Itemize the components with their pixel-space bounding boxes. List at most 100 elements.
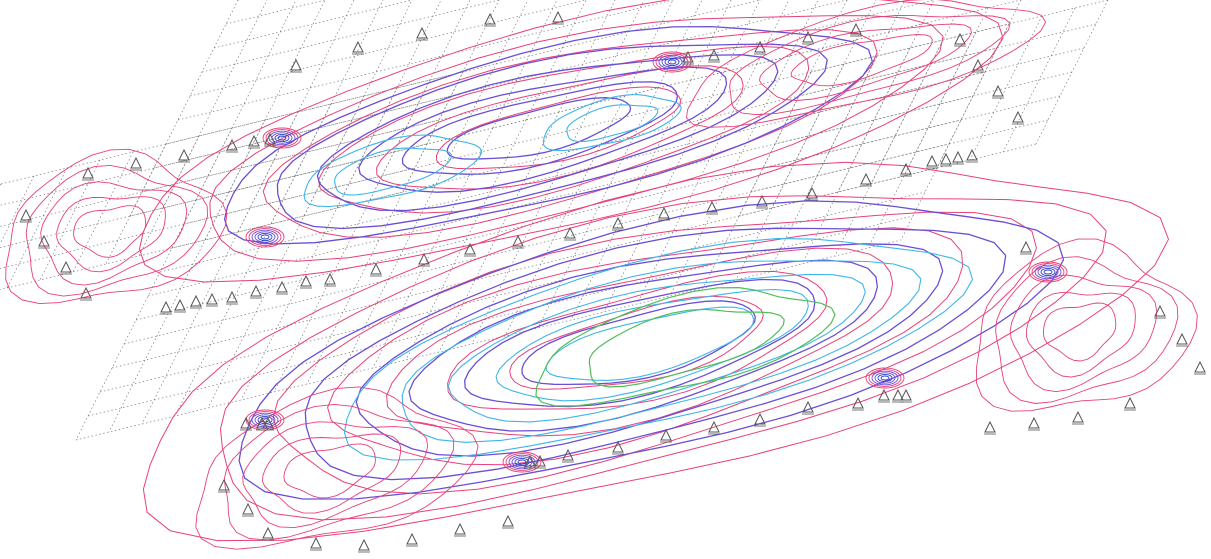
triangle-support-icon	[966, 148, 978, 161]
hotspot-column-g	[502, 451, 542, 473]
triangle-support-icon	[502, 514, 514, 527]
triangle-support-icon	[352, 40, 364, 53]
triangle-support-icon	[218, 478, 230, 491]
triangle-support-icon	[1154, 304, 1166, 317]
triangle-support-icon	[174, 298, 186, 311]
triangle-support-icon	[850, 22, 862, 35]
triangle-support-icon	[454, 522, 466, 535]
triangle-support-icon	[708, 48, 720, 61]
hotspot-column-c	[262, 127, 302, 149]
triangle-support-icon	[534, 454, 546, 467]
mesh-grid	[0, 0, 1109, 441]
triangle-support-icon	[226, 290, 238, 303]
triangle-support-icon	[130, 156, 142, 169]
triangle-support-icon	[358, 538, 370, 551]
triangle-support-icon	[160, 300, 172, 313]
triangle-support-icon	[324, 272, 336, 285]
triangle-support-icon	[708, 420, 720, 433]
triangle-support-icon	[660, 428, 672, 441]
triangle-support-icon	[80, 286, 92, 299]
triangle-support-icon	[802, 30, 814, 43]
triangle-support-icon	[612, 440, 624, 453]
triangle-support-icon	[878, 388, 890, 401]
contours-left-wing	[5, 148, 228, 305]
triangle-support-icon	[754, 40, 766, 53]
triangle-support-icon	[802, 400, 814, 413]
triangle-support-icon	[464, 242, 476, 255]
triangle-support-icon	[178, 148, 190, 161]
hotspot-column-e	[865, 367, 905, 389]
triangle-support-icon	[310, 536, 322, 549]
triangle-support-icon	[60, 260, 72, 273]
triangle-support-icon	[900, 388, 912, 401]
contours-right-wing	[975, 238, 1198, 412]
triangle-support-icon	[972, 58, 984, 71]
triangle-support-icon	[658, 206, 670, 219]
triangle-support-icon	[1072, 410, 1084, 423]
triangle-support-icon	[82, 166, 94, 179]
triangle-support-icon	[984, 420, 996, 433]
contours-upper-left-core	[303, 134, 483, 208]
triangle-support-icon	[524, 454, 536, 467]
triangle-support-icon	[416, 26, 428, 39]
contours-lower-inner	[343, 238, 974, 461]
triangle-support-icon	[418, 252, 430, 265]
contour-lines	[5, 0, 1198, 550]
hotspot-column-f	[245, 409, 285, 431]
contours-top-right	[686, 0, 1047, 128]
triangle-support-icon	[256, 416, 268, 429]
triangle-support-icon	[240, 416, 252, 429]
triangle-support-icon	[954, 32, 966, 45]
triangle-support-icon	[1194, 360, 1206, 373]
triangle-support-icon	[190, 294, 202, 307]
triangle-support-icon	[1020, 240, 1032, 253]
triangle-support-icon	[264, 132, 276, 145]
triangle-support-icon	[262, 416, 274, 429]
triangle-support-icon	[892, 388, 904, 401]
triangle-support-icon	[806, 186, 818, 199]
triangle-support-icon	[250, 284, 262, 297]
triangle-support-icon	[562, 448, 574, 461]
triangle-support-icon	[248, 134, 260, 147]
triangle-support-icon	[276, 280, 288, 293]
contours-bottom-left	[195, 386, 479, 550]
triangle-support-icon	[206, 292, 218, 305]
triangle-support-icon	[564, 226, 576, 239]
triangle-support-icon	[940, 152, 952, 165]
triangle-support-icon	[484, 12, 496, 25]
triangle-support-icon	[262, 526, 274, 539]
triangle-support-icon	[754, 412, 766, 425]
contours-lower-outer	[142, 161, 1169, 542]
support-markers	[20, 10, 1206, 553]
triangle-support-icon	[612, 216, 624, 229]
triangle-support-icon	[706, 200, 718, 213]
triangle-support-icon	[1176, 332, 1188, 345]
triangle-support-icon	[20, 208, 32, 221]
triangle-support-icon	[38, 234, 50, 247]
mesh-lower-slab	[75, 0, 1022, 441]
contours-lower-core	[535, 287, 836, 407]
contours-upper-right-core	[542, 94, 682, 152]
triangle-support-icon	[900, 162, 912, 175]
mesh-right-wing	[738, 0, 1109, 217]
triangle-support-icon	[860, 172, 872, 185]
triangle-support-icon	[226, 138, 238, 151]
hotspot-column-a	[245, 226, 285, 248]
triangle-support-icon	[992, 84, 1004, 97]
triangle-support-icon	[1124, 396, 1136, 409]
triangle-support-icon	[512, 234, 524, 247]
triangle-support-icon	[852, 396, 864, 409]
triangle-support-icon	[682, 50, 694, 63]
hotspot-column-d	[1028, 261, 1068, 283]
triangle-support-icon	[290, 58, 302, 71]
contours-upper-mid	[223, 25, 873, 245]
triangle-support-icon	[370, 262, 382, 275]
triangle-support-icon	[552, 10, 564, 23]
triangle-support-icon	[756, 194, 768, 207]
triangle-support-icon	[242, 502, 254, 515]
triangle-support-icon	[1012, 110, 1024, 123]
contours-lower-mid	[238, 200, 1065, 500]
triangle-support-icon	[952, 150, 964, 163]
